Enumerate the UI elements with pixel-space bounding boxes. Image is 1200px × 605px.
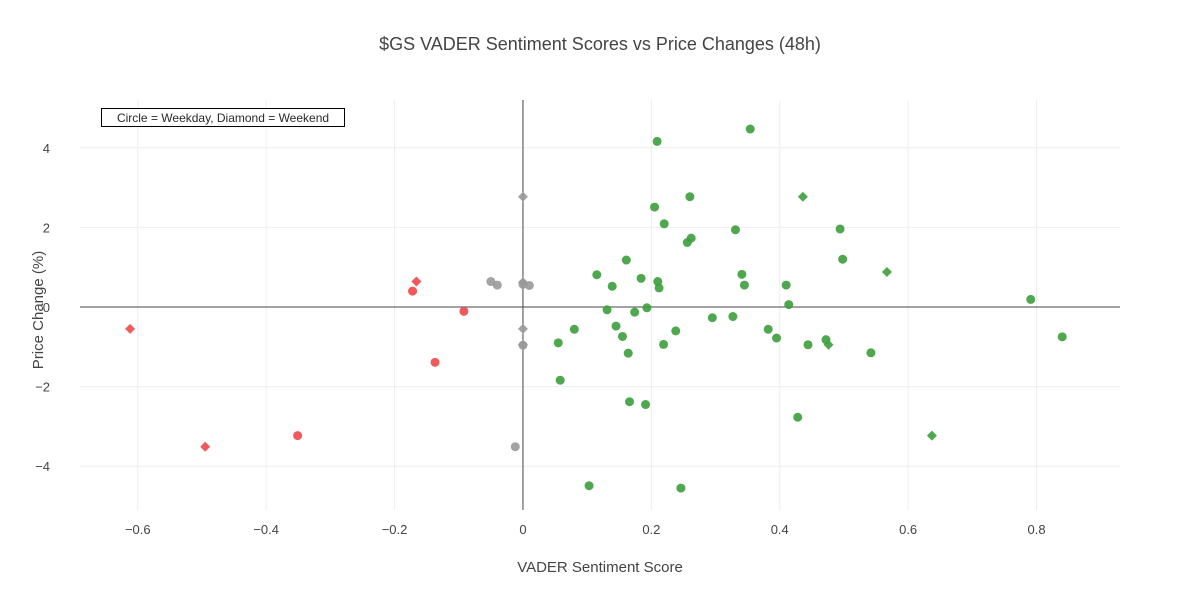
- data-point-circle: [654, 283, 664, 293]
- data-point-diamond: [823, 339, 834, 350]
- y-tick-label: 2: [43, 220, 50, 235]
- x-tick-label: 0.8: [1028, 522, 1046, 537]
- x-tick-label: 0.4: [771, 522, 789, 537]
- data-point-circle: [623, 348, 633, 358]
- data-point-diamond: [926, 430, 937, 441]
- data-point-circle: [408, 286, 418, 296]
- data-point-circle: [737, 269, 747, 279]
- data-point-circle: [676, 483, 686, 493]
- data-point-diamond: [411, 276, 422, 287]
- data-point-circle: [569, 324, 579, 334]
- data-point-circle: [686, 233, 696, 243]
- annotation-box: Circle = Weekday, Diamond = Weekend: [101, 108, 345, 127]
- y-tick-label: 4: [43, 141, 50, 156]
- data-point-circle: [430, 357, 440, 367]
- data-point-circle: [293, 431, 303, 441]
- data-point-circle: [1026, 294, 1036, 304]
- data-point-circle: [739, 280, 749, 290]
- data-point-circle: [671, 326, 681, 336]
- data-point-circle: [838, 254, 848, 264]
- data-point-circle: [763, 324, 773, 334]
- data-point-circle: [652, 136, 662, 146]
- data-point-circle: [592, 270, 602, 280]
- y-tick-label: −2: [35, 380, 50, 395]
- data-point-circle: [607, 281, 617, 291]
- data-point-circle: [707, 313, 717, 323]
- x-tick-label: −0.2: [382, 522, 408, 537]
- data-point-circle: [650, 202, 660, 212]
- y-tick-label: −4: [35, 459, 50, 474]
- data-point-diamond: [517, 191, 528, 202]
- data-point-circle: [866, 348, 876, 358]
- gridlines: [80, 100, 1120, 510]
- data-point-circle: [659, 219, 669, 229]
- data-point-circle: [642, 303, 652, 313]
- annotation-border: [101, 108, 345, 127]
- data-point-circle: [728, 312, 738, 322]
- data-point-circle: [555, 375, 565, 385]
- data-point-circle: [745, 124, 755, 134]
- data-point-circle: [492, 280, 502, 290]
- data-point-circle: [625, 397, 635, 407]
- data-point-circle: [510, 442, 520, 452]
- y-tick-label: 0: [43, 300, 50, 315]
- x-tick-label: 0.6: [899, 522, 917, 537]
- data-point-circle: [602, 305, 612, 315]
- x-tick-label: −0.6: [125, 522, 151, 537]
- data-point-circle: [659, 339, 669, 349]
- data-point-circle: [459, 306, 469, 316]
- chart-title: $GS VADER Sentiment Scores vs Price Chan…: [379, 34, 821, 54]
- data-point-circle: [835, 224, 845, 234]
- data-point-diamond: [881, 266, 892, 277]
- x-tick-label: 0: [519, 522, 526, 537]
- data-point-circle: [553, 338, 563, 348]
- data-point-diamond: [517, 323, 528, 334]
- data-point-circle: [611, 321, 621, 331]
- zero-lines: [80, 100, 1120, 510]
- data-point-circle: [621, 255, 631, 265]
- data-point-diamond: [797, 191, 808, 202]
- x-axis-title: VADER Sentiment Score: [517, 559, 683, 576]
- data-point-circle: [730, 225, 740, 235]
- data-point-diamond: [125, 323, 136, 334]
- data-point-circle: [584, 481, 594, 491]
- data-point-circle: [1057, 332, 1067, 342]
- data-point-circle: [793, 412, 803, 422]
- data-point-circle: [784, 300, 794, 310]
- y-axis-title: Price Change (%): [30, 251, 47, 369]
- annotation-text: Circle = Weekday, Diamond = Weekend: [117, 111, 329, 125]
- data-point-diamond: [200, 441, 211, 452]
- data-point-circle: [803, 340, 813, 350]
- tick-labels: −0.6 −0.4 −0.2 0 0.2 0.4 0.6 0.8 −4 −2 0 2 4: [35, 141, 1045, 537]
- x-tick-label: 0.2: [642, 522, 660, 537]
- data-point-circle: [641, 400, 651, 410]
- data-point-circle: [524, 280, 534, 290]
- data-point-circle: [685, 192, 695, 202]
- x-tick-label: −0.4: [253, 522, 279, 537]
- data-point-circle: [781, 280, 791, 290]
- data-point-circle: [518, 340, 528, 350]
- data-point-circle: [617, 331, 627, 341]
- data-points: [125, 124, 1067, 493]
- data-point-circle: [636, 273, 646, 283]
- data-point-circle: [630, 307, 640, 317]
- data-point-circle: [772, 333, 782, 343]
